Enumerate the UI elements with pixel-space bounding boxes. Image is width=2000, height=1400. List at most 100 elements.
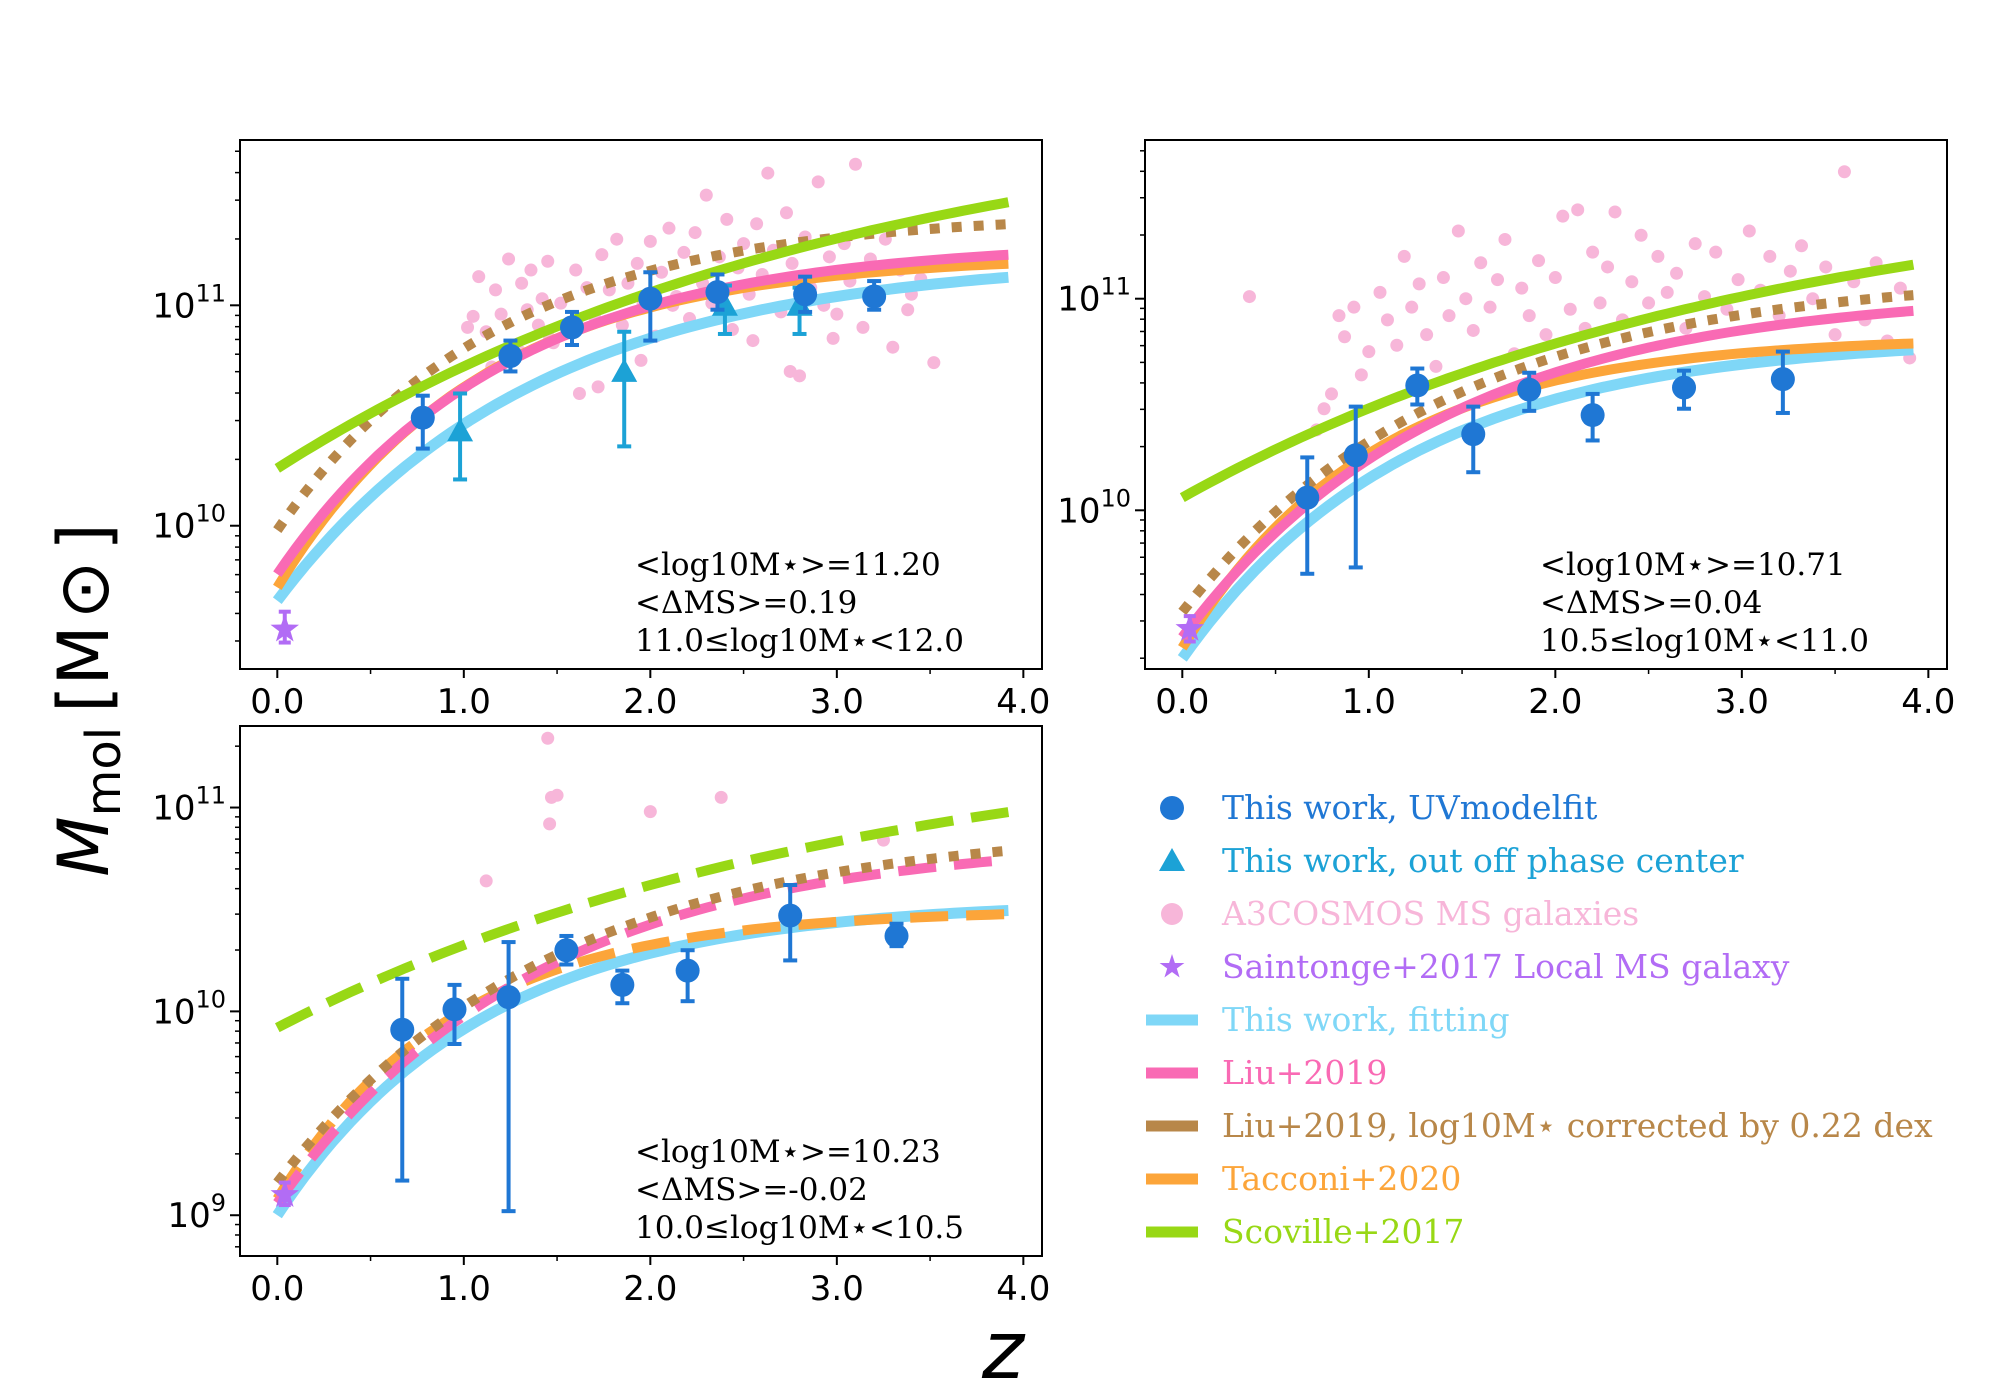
a3cosmos-point [1405,300,1419,314]
scoville-curve [275,807,1010,1033]
a3cosmos-point [1515,281,1529,295]
a3cosmos-point [1325,387,1339,401]
a3cosmos-point [1828,328,1842,342]
annotation-line: 10.5≤log10M⋆<11.0 [1540,623,1869,659]
this-work-point [390,1017,415,1042]
a3cosmos-point [541,731,555,745]
annotation-line: <log10M⋆>=10.71 [1540,547,1846,583]
this-work-point [862,284,887,309]
a3cosmos-point [1412,277,1426,291]
scoville-curve [1179,259,1915,502]
legend-item: Saintonge+2017 Local MS galaxy [1159,947,1790,986]
a3cosmos-point [1742,224,1756,238]
legend-item: Scoville+2017 [1146,1212,1464,1251]
a3cosmos-point [688,226,702,240]
this-work-point [1580,403,1605,428]
a3cosmos-point [489,283,503,297]
y-tick-base: 10 [152,507,195,547]
a3cosmos-point [502,252,516,266]
panel-bottom-left: 0.0 1.0 2.0 3.0 4.010910101011<log10M⋆>=10.2… [152,725,1050,1309]
a3cosmos-point [1556,209,1570,223]
a3cosmos-point [515,276,529,290]
legend-item: Liu+2019, log10M⋆ corrected by 0.22 dex [1146,1106,1933,1145]
y-tick-label: 1010 [1057,484,1131,531]
this-work-point [496,985,521,1010]
x-tick-label: 4.0 [996,1269,1050,1309]
this-work-point [1461,422,1486,447]
y-tick-label: 109 [167,1189,226,1236]
y-tick-base: 10 [1057,280,1100,320]
x-tick-label: 3.0 [1715,682,1769,722]
legend-label: Saintonge+2017 Local MS galaxy [1222,947,1790,986]
a3cosmos-point [1634,228,1648,242]
legend-label: Liu+2019 [1222,1053,1387,1092]
a3cosmos-point [1731,273,1745,287]
out-phase-triangle [611,358,638,382]
legend-dot-icon [1161,903,1183,925]
a3cosmos-point [1242,290,1256,304]
a3cosmos-point [1317,402,1331,416]
a3cosmos-point [1601,260,1615,274]
y-tick-label: 1011 [152,279,226,326]
annotation-line: <log10M⋆>=11.20 [635,547,941,583]
a3cosmos-point [811,175,825,189]
x-tick-label: 1.0 [437,1269,491,1309]
y-label-sub: mol [76,727,132,816]
annotation-line: <ΔMS>=0.04 [1540,585,1762,621]
y-tick-exp: 10 [195,985,226,1013]
a3cosmos-point [1332,309,1346,323]
a3cosmos-point [1483,300,1497,314]
legend-item: Tacconi+2020 [1146,1159,1461,1198]
panel-top-right: 0.0 1.0 2.0 3.0 4.010101011<log10M⋆>=10.71<Δ… [1057,139,1955,722]
y-tick-base: 10 [1057,491,1100,531]
a3cosmos-point [643,234,657,248]
a3cosmos-point [550,788,564,802]
x-tick-label: 2.0 [623,682,677,722]
a3cosmos-point [848,157,862,171]
out-phase-triangle [447,417,474,442]
plot-area [270,731,1010,1219]
saintonge-star [270,614,299,642]
a3cosmos-point [1451,224,1465,238]
legend-item: Liu+2019 [1146,1053,1387,1092]
this-work-point [1517,377,1542,402]
a3cosmos-point [1795,239,1809,253]
a3cosmos-point [1783,264,1797,278]
a3cosmos-point [927,356,941,370]
y-label-sun: ⊙ [43,561,125,620]
y-tick-exp: 9 [211,1189,226,1217]
y-label-unit: [M [43,625,125,713]
panel-frame [239,725,1043,1257]
a3cosmos-point [595,248,609,262]
a3cosmos-point [610,232,624,246]
y-tick-exp: 11 [1100,273,1131,301]
legend: This work, UVmodelfit This work, out off … [1146,788,1933,1251]
a3cosmos-point [543,817,557,831]
y-label-close: ] [43,523,125,550]
annotation-line: <log10M⋆>=10.23 [635,1134,941,1170]
a3cosmos-point [826,331,840,345]
a3cosmos-point [1491,273,1505,287]
legend-label: This work, out off phase center [1222,841,1744,880]
legend-label: This work, fitting [1222,1000,1510,1039]
a3cosmos-point [1532,254,1546,268]
x-tick-label: 3.0 [810,682,864,722]
a3cosmos-point [1806,292,1820,306]
annotation-line: <ΔMS>=-0.02 [635,1172,868,1208]
a3cosmos-point [677,245,691,259]
a3cosmos-point [856,320,870,334]
panel-frame [239,139,1043,670]
this-work-point [705,280,730,305]
x-tick-label: 1.0 [437,682,491,722]
legend-label: This work, UVmodelfit [1222,788,1597,827]
y-tick-base: 10 [152,789,195,829]
a3cosmos-point [1651,249,1665,263]
a3cosmos-point [1709,245,1723,259]
x-tick-label: 4.0 [1901,682,1955,722]
saintonge-star [270,1179,299,1207]
a3cosmos-point [466,309,480,323]
liu_corr-curve [273,845,1009,1186]
a3cosmos-point [779,206,793,220]
plot-area [270,157,1010,645]
a3cosmos-point [1593,296,1607,310]
